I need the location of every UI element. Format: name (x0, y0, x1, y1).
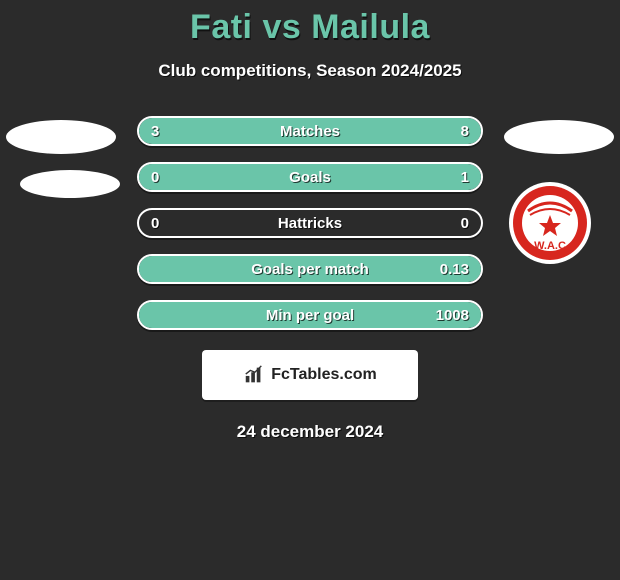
stat-left-value: 0 (151, 210, 159, 236)
right-team-badge-placeholder (504, 120, 614, 154)
stat-bar-right-fill (139, 256, 481, 282)
stat-row-matches: 3 Matches 8 (0, 108, 620, 154)
left-team-badge-placeholder (6, 120, 116, 154)
stat-bar: 0 Hattricks 0 (137, 208, 483, 238)
footer-date: 24 december 2024 (0, 422, 620, 442)
stat-bar-left-fill (139, 118, 231, 144)
stat-row-hattricks: W.A.C 0 Hattricks 0 (0, 200, 620, 246)
page-title: Fati vs Mailula (0, 0, 620, 47)
stat-row-gpm: Goals per match 0.13 (0, 246, 620, 292)
stat-bar: 0 Goals 1 (137, 162, 483, 192)
brand-text: FcTables.com (271, 366, 377, 384)
stat-bar: Goals per match 0.13 (137, 254, 483, 284)
stat-bar-right-fill (139, 302, 481, 328)
stat-bar-right-fill (231, 118, 481, 144)
stat-bar: 3 Matches 8 (137, 116, 483, 146)
stat-bar: Min per goal 1008 (137, 300, 483, 330)
bar-chart-icon (243, 364, 265, 386)
stat-bar-right-fill (139, 164, 481, 190)
stat-right-value: 0 (461, 210, 469, 236)
comparison-infographic: Fati vs Mailula Club competitions, Seaso… (0, 0, 620, 580)
stat-row-mpg: Min per goal 1008 (0, 292, 620, 338)
brand-chip[interactable]: FcTables.com (202, 350, 418, 400)
left-team-badge-placeholder-2 (20, 170, 120, 198)
stats-area: 3 Matches 8 0 Goals 1 (0, 108, 620, 442)
stat-label: Hattricks (139, 210, 481, 236)
page-subtitle: Club competitions, Season 2024/2025 (0, 61, 620, 81)
